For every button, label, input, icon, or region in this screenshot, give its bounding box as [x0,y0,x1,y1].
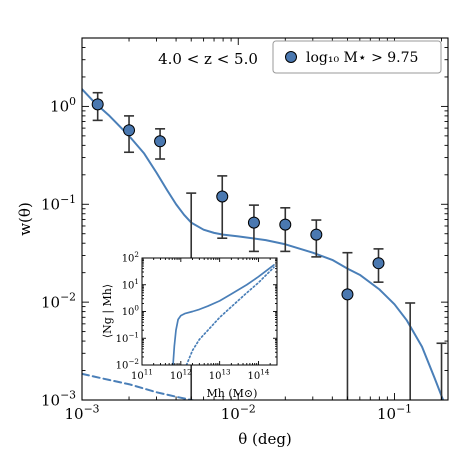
data-point [279,218,292,231]
inset-y-axis-label: ⟨Ng | Mh⟩ [101,284,115,338]
total-occupation-curve [172,264,275,365]
inset-x-tick-label: 1012 [170,368,192,383]
data-point [154,135,167,148]
inset-y-tick-label: 102 [122,250,139,265]
data-point [91,98,104,111]
main-points [91,98,385,301]
inset-x-tick-label: 1011 [131,368,153,383]
main-y-tick-label: 100 [50,95,76,116]
inset-x-axis-label: Mh (M⊙) [207,387,258,400]
main-y-tick-label: 10−2 [41,291,76,312]
inset-y-tick-label: 100 [122,304,140,319]
inset-y-tick-label: 101 [122,277,139,292]
legend-label: log₁₀ M⋆ > 9.75 [306,50,418,66]
inset-x-tick-label: 1013 [209,368,231,383]
main-x-tick-label: 10−3 [64,402,99,423]
inset-curves [172,264,275,365]
data-point [341,288,354,301]
model-curve-dashed [82,372,197,400]
main-x-tick-label: 10−1 [377,402,412,423]
data-point [372,257,385,270]
data-point [247,216,260,229]
inset-x-tick-label: 1014 [248,368,270,383]
inset-plot: 1011 1012 1013 1014 10−2 10−1 100 101 102 Mh (M⊙… [101,250,278,400]
legend-box [272,40,442,74]
x-axis-label: θ (deg) [238,430,292,448]
inset-background [142,258,277,365]
model-curve [82,88,445,400]
data-point [123,124,136,137]
satellite-occupation-curve [185,266,275,365]
y-axis-label: w(θ) [16,202,34,236]
inset-y-tick-label: 10−2 [116,357,139,372]
main-curves [82,88,445,400]
inset-y-tick-label: 10−1 [116,330,139,345]
main-x-tick-label: 10−2 [221,402,256,423]
main-y-tick-label: 10−1 [41,193,76,214]
legend: log₁₀ M⋆ > 9.75 [272,40,442,74]
inset-ticks [141,257,278,366]
data-point [216,190,229,203]
legend-marker [285,51,297,63]
redshift-annotation: 4.0 < z < 5.0 [158,50,258,68]
main-ticks [81,37,448,401]
data-point [310,228,323,241]
